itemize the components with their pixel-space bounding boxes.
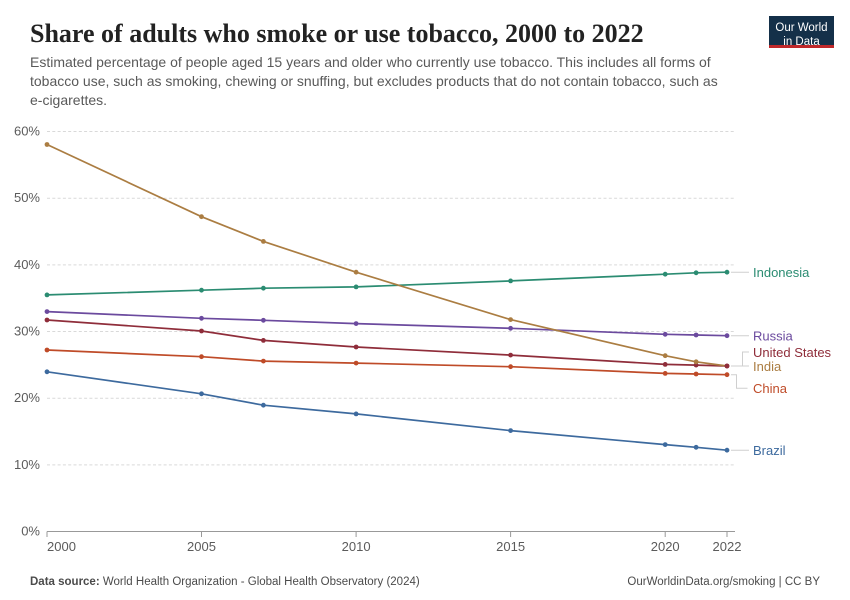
svg-text:2022: 2022 (713, 539, 742, 554)
svg-text:Russia: Russia (753, 329, 794, 344)
svg-text:10%: 10% (14, 457, 40, 472)
svg-text:2000: 2000 (47, 539, 76, 554)
svg-text:India: India (753, 359, 782, 374)
svg-text:20%: 20% (14, 390, 40, 405)
svg-text:Brazil: Brazil (753, 443, 786, 458)
svg-text:2015: 2015 (496, 539, 525, 554)
svg-text:2010: 2010 (342, 539, 371, 554)
svg-text:2005: 2005 (187, 539, 216, 554)
svg-text:China: China (753, 381, 788, 396)
svg-text:60%: 60% (14, 124, 40, 139)
svg-text:Indonesia: Indonesia (753, 265, 810, 280)
svg-text:30%: 30% (14, 324, 40, 339)
svg-text:40%: 40% (14, 257, 40, 272)
svg-text:0%: 0% (21, 524, 40, 539)
svg-text:2020: 2020 (651, 539, 680, 554)
svg-text:United States: United States (753, 345, 832, 360)
svg-text:50%: 50% (14, 190, 40, 205)
